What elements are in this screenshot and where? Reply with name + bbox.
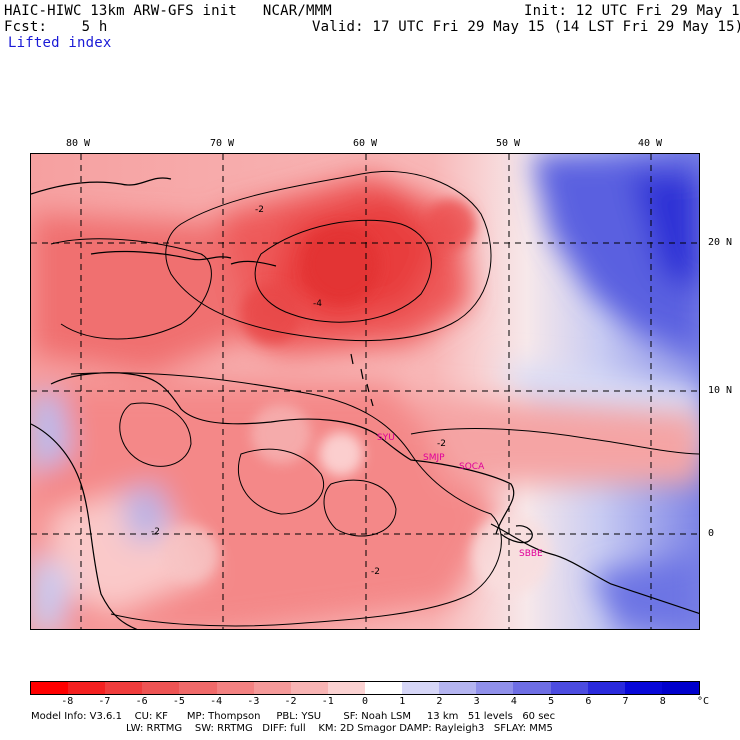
site-markers: SYU SMJP SOCA SBBE (377, 433, 543, 559)
lat-lon-grid (31, 154, 699, 629)
lat-label-10n: 10 N (708, 385, 733, 396)
field-name: Lifted index (8, 35, 112, 51)
model-title: HAIC-HIWC 13km ARW-GFS init NCAR/MMM (4, 3, 332, 19)
colorbar-segment (476, 682, 514, 694)
colorbar-segment (587, 682, 625, 694)
colorbar-segment (216, 682, 254, 694)
colorbar-tick-label: 0 (361, 696, 369, 707)
colorbar-tick-label: -1 (321, 696, 334, 707)
colorbar-segment (31, 682, 69, 694)
contour-label-4: -2 (151, 527, 160, 537)
model-info-line: Model Info: V3.6.1 CU: KF MP: Thompson P… (31, 711, 556, 722)
colorbar-segment (253, 682, 291, 694)
colorbar-segment (513, 682, 551, 694)
colorbar-tick-label: 2 (436, 696, 443, 707)
colorbar-tick-label: 4 (510, 696, 517, 707)
colorbar-tick-label: -4 (210, 696, 223, 707)
colorbar-tick-label: 6 (585, 696, 592, 707)
colorbar-segment (327, 682, 365, 694)
lat-label-20n: 20 N (708, 237, 733, 248)
colorbar-segment (624, 682, 662, 694)
contour-label-3: -2 (437, 439, 446, 449)
lifted-index-map: -2 -4 -2 -2 -2 SYU SMJP SOCA SBBE (30, 153, 700, 630)
lon-label-60w: 60 W (353, 138, 378, 149)
colorbar-segment (290, 682, 328, 694)
map-svg: -2 -4 -2 -2 -2 SYU SMJP SOCA SBBE (31, 154, 699, 629)
colorbar-tick-label: -8 (61, 696, 74, 707)
colorbar (30, 681, 700, 695)
colorbar-segment (439, 682, 477, 694)
colorbar-tick-label: -3 (247, 696, 260, 707)
init-time: Init: 12 UTC Fri 29 May 15 (524, 3, 740, 19)
colorbar-tick-label: 5 (548, 696, 555, 707)
physics-info-line: LW: RRTMG SW: RRTMG DIFF: full KM: 2D Sm… (126, 723, 553, 734)
site-sbbe: SBBE (519, 549, 543, 559)
colorbar-tick-label: -7 (98, 696, 111, 707)
lat-label-0: 0 (708, 528, 715, 539)
lon-label-70w: 70 W (210, 138, 235, 149)
coastlines (31, 177, 699, 629)
colorbar-segment (364, 682, 403, 694)
contour-label-2: -4 (313, 299, 322, 309)
colorbar-tick-label: -2 (284, 696, 297, 707)
colorbar-segment (179, 682, 217, 694)
forecast-hour: Fcst: 5 h (4, 19, 108, 35)
colorbar-segment (550, 682, 588, 694)
colorbar-segment (402, 682, 440, 694)
colorbar-segment (68, 682, 106, 694)
contour-lines (50, 170, 699, 627)
site-soca: SOCA (459, 462, 485, 472)
site-smjp: SMJP (423, 453, 445, 463)
colorbar-tick-label: 3 (473, 696, 480, 707)
contour-label-1: -2 (255, 205, 264, 215)
colorbar-segment (105, 682, 143, 694)
colorbar-segment (661, 682, 699, 694)
colorbar-tick-label: 1 (399, 696, 406, 707)
colorbar-tick-label: 8 (659, 696, 666, 707)
site-syu: SYU (377, 433, 395, 443)
contour-label-group: -2 -4 -2 -2 -2 (151, 205, 446, 577)
contour-label-5: -2 (371, 567, 380, 577)
valid-time: Valid: 17 UTC Fri 29 May 15 (14 LST Fri … (312, 19, 740, 35)
lon-label-40w: 40 W (638, 138, 663, 149)
lon-label-80w: 80 W (66, 138, 91, 149)
colorbar-segment (142, 682, 180, 694)
lon-label-50w: 50 W (496, 138, 521, 149)
colorbar-tick-label: -6 (135, 696, 148, 707)
colorbar-tick-label: 7 (622, 696, 629, 707)
positive-li-region (501, 154, 699, 629)
colorbar-unit: °C (697, 696, 710, 707)
colorbar-tick-label: -5 (172, 696, 185, 707)
